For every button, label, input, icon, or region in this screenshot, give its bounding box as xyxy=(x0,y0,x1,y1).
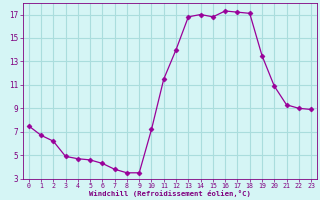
X-axis label: Windchill (Refroidissement éolien,°C): Windchill (Refroidissement éolien,°C) xyxy=(89,190,251,197)
